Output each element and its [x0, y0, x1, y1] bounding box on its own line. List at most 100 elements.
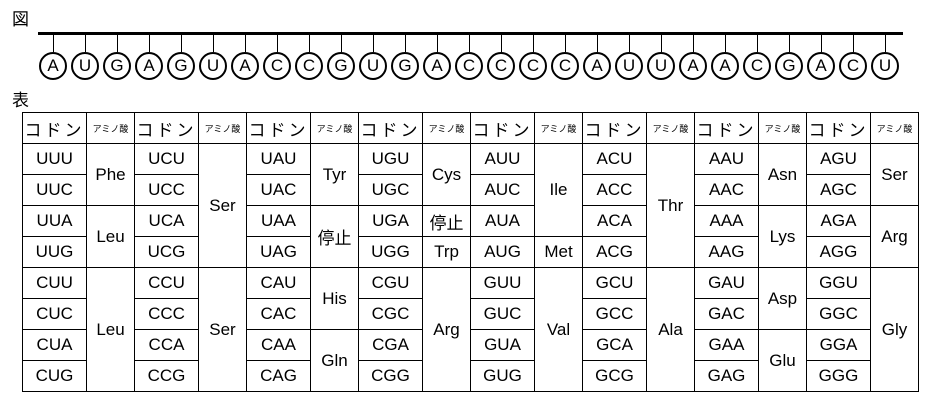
- amino-acid-cell: Glu: [758, 329, 807, 392]
- amino-acid-cell: Ser: [198, 267, 247, 392]
- nucleotide-stem: [565, 33, 566, 52]
- nucleotide-base: U: [647, 52, 675, 80]
- nucleotide-base: A: [135, 52, 163, 80]
- amino-acid-header: アミノ酸: [422, 112, 471, 144]
- codon-cell: CCG: [134, 360, 199, 392]
- nucleotide-base: G: [103, 52, 131, 80]
- codon-cell: CUC: [22, 298, 87, 330]
- nucleotide-base: A: [679, 52, 707, 80]
- amino-acid-cell: Lys: [758, 205, 807, 268]
- codon-header: コドン: [806, 112, 871, 144]
- nucleotide-base: C: [839, 52, 867, 80]
- codon-cell: AAU: [694, 143, 759, 175]
- nucleotide-stem: [437, 33, 438, 52]
- codon-cell: GCG: [582, 360, 647, 392]
- codon-cell: UGA: [358, 205, 423, 237]
- codon-cell: CAA: [246, 329, 311, 361]
- nucleotide-stem: [501, 33, 502, 52]
- table-row: UUU Phe UCU Ser UAU Tyr UGU Cys AUU Ile ACU Thr AAU A…: [22, 143, 919, 268]
- codon-header: コドン: [134, 112, 199, 144]
- nucleotide-stem: [245, 33, 246, 52]
- nucleotide-stem: [469, 33, 470, 52]
- nucleotide-base: A: [423, 52, 451, 80]
- amino-acid-cell: Arg: [422, 267, 471, 392]
- nucleotide-stem: [597, 33, 598, 52]
- codon-cell: ACG: [582, 236, 647, 268]
- codon-cell: AAC: [694, 174, 759, 206]
- amino-acid-cell: Ser: [198, 143, 247, 268]
- nucleotide-base: U: [871, 52, 899, 80]
- nucleotide-stem: [629, 33, 630, 52]
- amino-acid-cell: Ser: [870, 143, 919, 206]
- figure-label: 図: [12, 10, 29, 30]
- codon-cell: UAU: [246, 143, 311, 175]
- nucleotide-stem: [85, 33, 86, 52]
- codon-cell: GGA: [806, 329, 871, 361]
- amino-acid-cell: His: [310, 267, 359, 330]
- table-row: CUC CCC CAC CGC GUC GCC GAC GGC: [22, 298, 919, 330]
- codon-cell: CCA: [134, 329, 199, 361]
- codon-table: コドン アミノ酸 コドン アミノ酸 コドン アミノ酸 コドン アミノ酸 コドン アミノ酸 コドン アミ…: [22, 112, 919, 392]
- codon-cell: GUA: [470, 329, 535, 361]
- codon-cell: UGG: [358, 236, 423, 268]
- codon-cell: UUU: [22, 143, 87, 175]
- codon-cell: AGC: [806, 174, 871, 206]
- codon-cell: CGU: [358, 267, 423, 299]
- nucleotide-base: G: [327, 52, 355, 80]
- table-row: CUU Leu CCU Ser CAU His CGU Arg GUU Val GCU Ala GAU A…: [22, 267, 919, 392]
- nucleotide-base: U: [615, 52, 643, 80]
- amino-acid-header: アミノ酸: [198, 112, 247, 144]
- nucleotide-base: C: [455, 52, 483, 80]
- amino-acid-cell: Thr: [646, 143, 695, 268]
- mrna-backbone: [38, 32, 903, 35]
- codon-cell: GGU: [806, 267, 871, 299]
- codon-cell: CGA: [358, 329, 423, 361]
- codon-cell: AUC: [470, 174, 535, 206]
- nucleotide-base: A: [583, 52, 611, 80]
- codon-cell: GCA: [582, 329, 647, 361]
- codon-header: コドン: [582, 112, 647, 144]
- amino-acid-cell: Cys: [422, 143, 471, 206]
- codon-cell: AGU: [806, 143, 871, 175]
- codon-cell: GGC: [806, 298, 871, 330]
- codon-cell: AUA: [470, 205, 535, 237]
- nucleotide-base: C: [743, 52, 771, 80]
- nucleotide-base: C: [263, 52, 291, 80]
- codon-cell: UCA: [134, 205, 199, 237]
- nucleotide-stem: [373, 33, 374, 52]
- amino-acid-header: アミノ酸: [758, 112, 807, 144]
- nucleotide-base: A: [711, 52, 739, 80]
- codon-header: コドン: [246, 112, 311, 144]
- table-row: UUC UCC UAC UGC AUC ACC AAC AGC: [22, 174, 919, 206]
- table-row: CUG CCG CAG CGG GUG GCG GAG GGG: [22, 360, 919, 392]
- amino-acid-cell: Gly: [870, 267, 919, 392]
- nucleotide-stem: [277, 33, 278, 52]
- codon-cell: UUC: [22, 174, 87, 206]
- codon-cell: ACU: [582, 143, 647, 175]
- codon-cell: AAA: [694, 205, 759, 237]
- nucleotide-stem: [789, 33, 790, 52]
- codon-cell: CCU: [134, 267, 199, 299]
- codon-cell: AGG: [806, 236, 871, 268]
- nucleotide-stem: [757, 33, 758, 52]
- amino-acid-cell: Leu: [86, 205, 135, 268]
- codon-cell: GUC: [470, 298, 535, 330]
- nucleotide-base: C: [487, 52, 515, 80]
- nucleotide-stem: [533, 33, 534, 52]
- table-row: UUG UCG UAG UGG Trp AUG Met ACG AAG AGG: [22, 236, 919, 268]
- nucleotide-stem: [53, 33, 54, 52]
- codon-cell: AUU: [470, 143, 535, 175]
- nucleotide-stem: [117, 33, 118, 52]
- codon-cell: GCC: [582, 298, 647, 330]
- codon-cell: AGA: [806, 205, 871, 237]
- codon-cell: UAG: [246, 236, 311, 268]
- codon-header: コドン: [694, 112, 759, 144]
- nucleotide-base: A: [231, 52, 259, 80]
- nucleotide-base: G: [167, 52, 195, 80]
- nucleotide-base: A: [39, 52, 67, 80]
- codon-cell: CUU: [22, 267, 87, 299]
- nucleotide-stem: [693, 33, 694, 52]
- codon-cell: CUA: [22, 329, 87, 361]
- nucleotide-stem: [213, 33, 214, 52]
- codon-cell: CGC: [358, 298, 423, 330]
